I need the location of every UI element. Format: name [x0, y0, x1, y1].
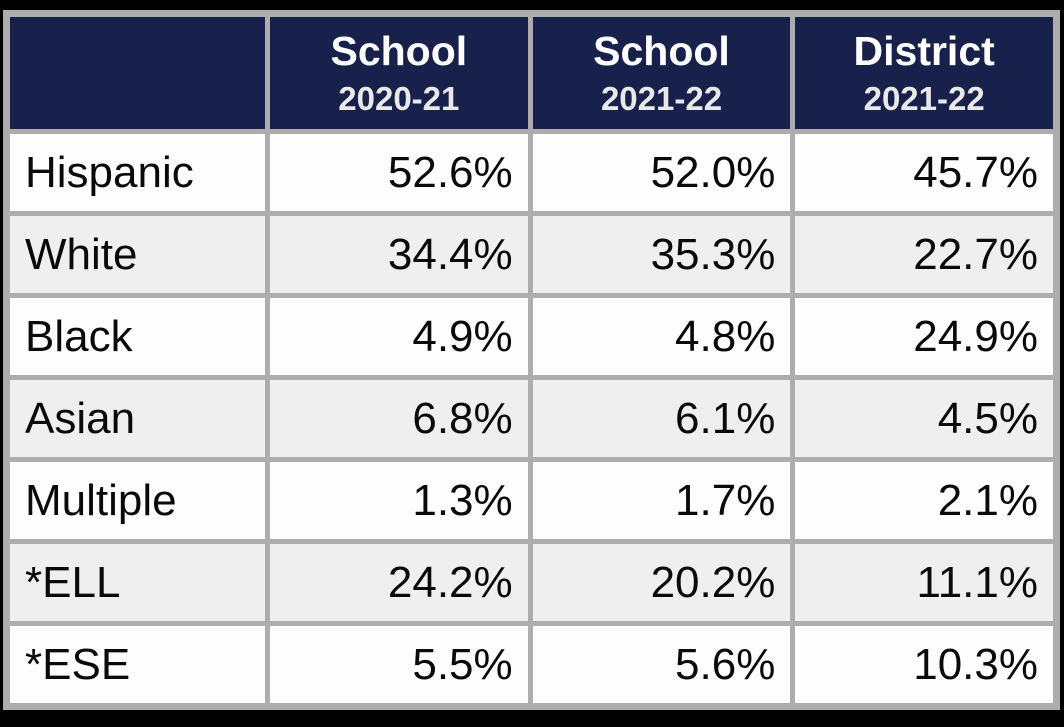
column-header-line2: 2021-22 [600, 79, 723, 117]
row-label-white: White [10, 216, 265, 293]
column-header-district-2021-22: District 2021-22 [795, 17, 1053, 129]
column-header-school-2020-21: School 2020-21 [270, 17, 528, 129]
cell-value: 5.5% [270, 626, 528, 703]
demographics-table: School 2020-21 School 2021-22 District 2… [3, 10, 1060, 710]
cell-value: 52.6% [270, 134, 528, 211]
row-label-hispanic: Hispanic [10, 134, 265, 211]
cell-value: 1.7% [532, 462, 791, 539]
column-header-line1: School [593, 28, 730, 75]
cell-value: 5.6% [532, 626, 791, 703]
cell-value: 22.7% [795, 216, 1053, 293]
cell-value: 10.3% [795, 626, 1053, 703]
cell-value: 6.1% [532, 380, 791, 457]
cell-value: 4.5% [795, 380, 1053, 457]
cell-value: 4.8% [532, 298, 791, 375]
corner-header-cell [10, 17, 265, 129]
cell-value: 24.9% [795, 298, 1053, 375]
row-label-ell: *ELL [10, 544, 265, 621]
cell-value: 45.7% [795, 134, 1053, 211]
cell-value: 24.2% [270, 544, 528, 621]
column-header-line2: 2020-21 [338, 79, 460, 117]
cell-value: 34.4% [270, 216, 528, 293]
cell-value: 2.1% [795, 462, 1053, 539]
cell-value: 4.9% [270, 298, 528, 375]
cell-value: 20.2% [532, 544, 791, 621]
column-header-school-2021-22: School 2021-22 [532, 17, 791, 129]
cell-value: 6.8% [270, 380, 528, 457]
row-label-asian: Asian [10, 380, 265, 457]
column-header-line2: 2021-22 [863, 79, 985, 117]
column-header-line1: District [853, 28, 995, 75]
row-label-multiple: Multiple [10, 462, 265, 539]
row-label-black: Black [10, 298, 265, 375]
cell-value: 52.0% [532, 134, 791, 211]
cell-value: 35.3% [532, 216, 791, 293]
column-header-line1: School [330, 28, 468, 75]
row-label-ese: *ESE [10, 626, 265, 703]
cell-value: 11.1% [795, 544, 1053, 621]
cell-value: 1.3% [270, 462, 528, 539]
